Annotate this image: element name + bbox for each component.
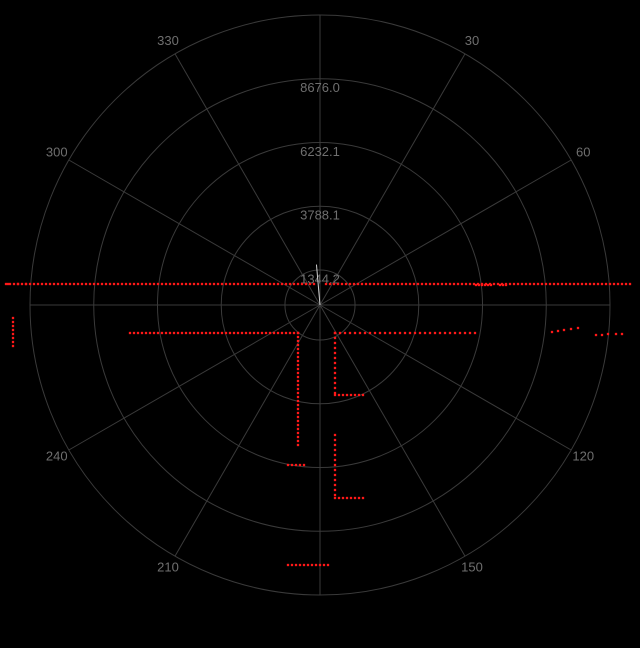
angle-label: 300 [46,144,68,159]
angle-label: 330 [157,33,179,48]
polar-plot-svg: 1344.23788.16232.18676.03060120150210240… [0,0,640,648]
angle-label: 120 [572,448,594,463]
ring-label: 6232.1 [300,144,340,159]
angle-label: 240 [46,448,68,463]
angle-label: 210 [157,560,179,575]
angle-label: 60 [576,144,590,159]
ring-label: 3788.1 [300,208,340,223]
ring-label: 8676.0 [300,80,340,95]
angle-label: 150 [461,560,483,575]
polar-lidar-chart: { "chart": { "type": "polar-scatter", "w… [0,0,640,648]
angle-label: 30 [465,33,479,48]
